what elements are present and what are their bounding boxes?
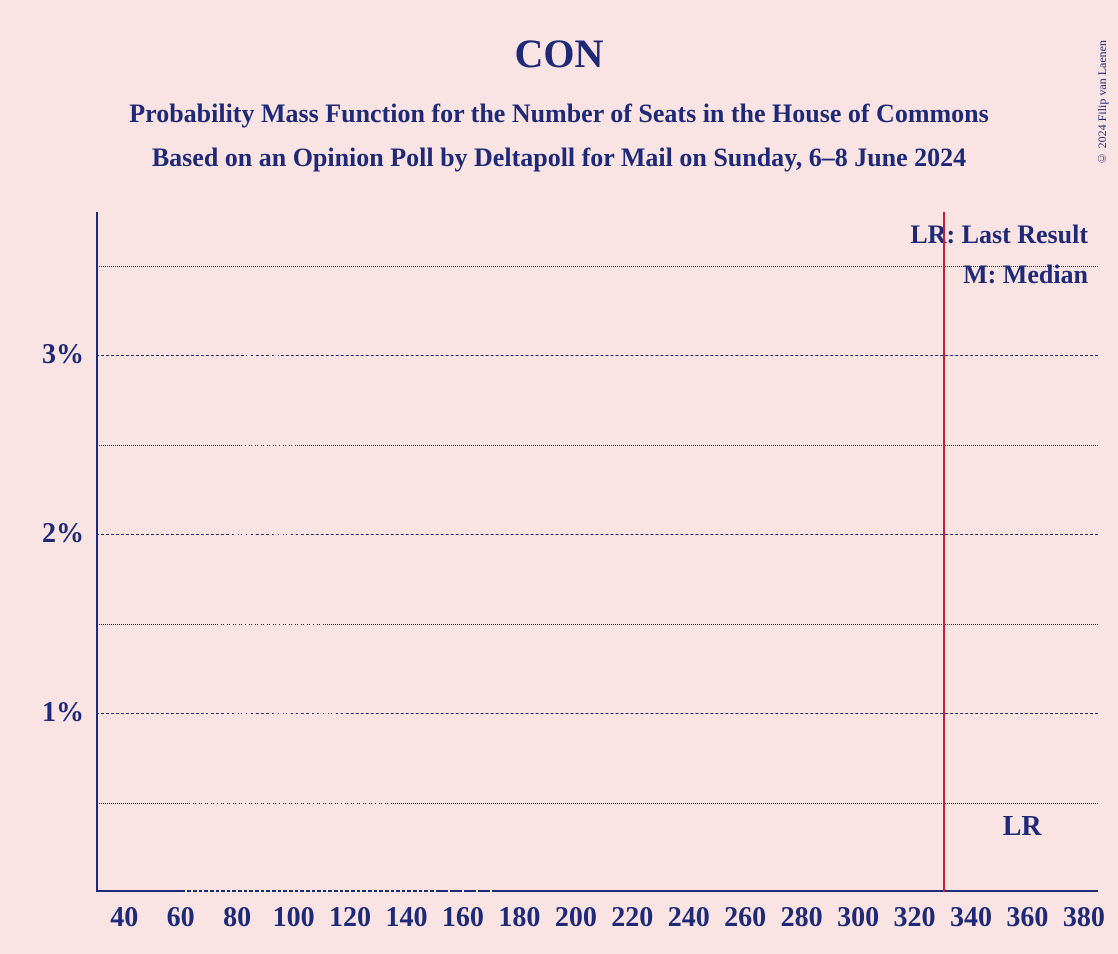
copyright-text: © 2024 Filip van Laenen [1095, 40, 1110, 165]
bar [230, 516, 232, 892]
bar [462, 874, 464, 892]
bar [349, 731, 351, 892]
x-tick-label: 340 [950, 902, 992, 934]
y-axis [96, 212, 98, 892]
bar [476, 878, 478, 892]
bar [287, 409, 289, 892]
gridline-minor [96, 803, 1098, 804]
bar [490, 881, 492, 892]
bar [310, 552, 312, 892]
bar [253, 319, 255, 892]
bar [270, 319, 272, 892]
bar [185, 838, 187, 892]
bar [422, 856, 424, 892]
gridline-minor [96, 445, 1098, 446]
bar [448, 865, 450, 892]
bar [242, 409, 244, 892]
bar [338, 695, 340, 892]
bar [304, 516, 306, 892]
bar [366, 767, 368, 892]
bar [394, 820, 396, 892]
lr-label: LR [1003, 811, 1042, 843]
bar [321, 624, 323, 892]
bar [214, 677, 216, 892]
bar [332, 677, 334, 892]
chart-subtitle-2: Based on an Opinion Poll by Deltapoll fo… [0, 143, 1118, 173]
x-tick-label: 200 [555, 902, 597, 934]
bar [247, 355, 249, 892]
gridline-major [96, 355, 1098, 356]
bar [326, 641, 328, 892]
x-tick-label: 280 [781, 902, 823, 934]
bar [197, 785, 199, 892]
y-tick-label: 3% [42, 339, 84, 371]
x-tick-label: 60 [167, 902, 195, 934]
bar [417, 838, 419, 892]
x-tick-label: 80 [223, 902, 251, 934]
x-axis [96, 890, 1098, 892]
y-tick-label: 2% [42, 518, 84, 550]
bar [293, 445, 295, 892]
bar [355, 749, 357, 892]
legend-m: M: Median [910, 260, 1088, 290]
bar [276, 337, 278, 892]
chart-title: CON [0, 30, 1118, 77]
plot-area: LR: Last Result M: Median 1%2%3%40608010… [96, 212, 1098, 892]
bar [343, 713, 345, 892]
bar [208, 713, 210, 892]
bar [202, 749, 204, 892]
lr-line [943, 212, 945, 892]
bar [434, 856, 436, 892]
bar [259, 301, 261, 892]
bar [389, 803, 391, 892]
bar [400, 820, 402, 892]
bar [298, 480, 300, 892]
bar [315, 588, 317, 892]
bar [405, 838, 407, 892]
x-tick-label: 320 [894, 902, 936, 934]
bar [411, 838, 413, 892]
legend: LR: Last Result M: Median [910, 220, 1088, 300]
chart-subtitle-1: Probability Mass Function for the Number… [0, 99, 1118, 129]
x-tick-label: 260 [724, 902, 766, 934]
x-tick-label: 120 [329, 902, 371, 934]
x-tick-label: 300 [837, 902, 879, 934]
bar [225, 570, 227, 892]
gridline-major [96, 713, 1098, 714]
x-tick-label: 360 [1006, 902, 1048, 934]
y-tick-label: 1% [42, 697, 84, 729]
bar [360, 749, 362, 892]
bar [372, 785, 374, 892]
x-tick-label: 40 [110, 902, 138, 934]
bar [236, 463, 238, 892]
x-tick-label: 140 [385, 902, 427, 934]
bar [377, 785, 379, 892]
bar [191, 803, 193, 892]
x-tick-label: 380 [1063, 902, 1105, 934]
legend-lr: LR: Last Result [910, 220, 1088, 250]
x-tick-label: 160 [442, 902, 484, 934]
gridline-minor [96, 266, 1098, 267]
x-tick-label: 100 [273, 902, 315, 934]
x-tick-label: 220 [611, 902, 653, 934]
x-tick-label: 180 [498, 902, 540, 934]
gridline-major [96, 534, 1098, 535]
bar [383, 803, 385, 892]
x-tick-label: 240 [668, 902, 710, 934]
bar [264, 301, 266, 892]
bar [219, 624, 221, 892]
bar [428, 856, 430, 892]
bar [281, 373, 283, 892]
gridline-minor [96, 624, 1098, 625]
